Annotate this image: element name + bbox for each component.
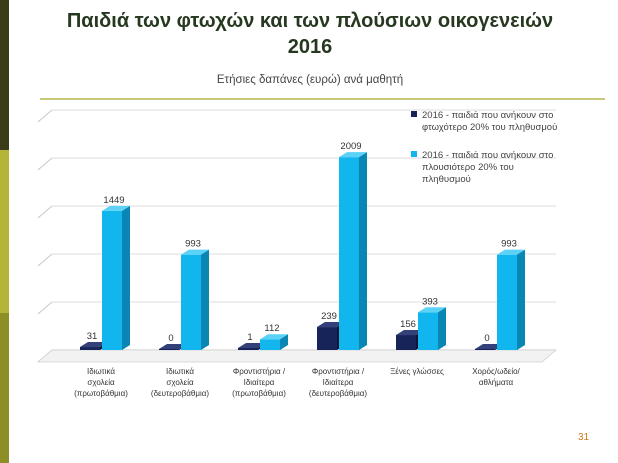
bar-poor xyxy=(159,349,179,350)
gridline-depth xyxy=(37,157,53,171)
category-label: Ιδιαίτερα xyxy=(323,378,354,387)
legend-swatch-poor xyxy=(411,111,417,117)
bar-rich xyxy=(260,339,280,350)
slide-title: Παιδιά των φτωχών και των πλούσιων οικογ… xyxy=(30,8,590,60)
bar-poor xyxy=(80,347,100,350)
legend-label-poor: φτωχότερο 20% του πληθυσμού xyxy=(422,122,557,133)
bar-poor xyxy=(317,327,337,350)
gridline-depth xyxy=(37,253,53,267)
bar-rich-side xyxy=(517,249,525,350)
chart-floor xyxy=(36,349,558,363)
title-divider xyxy=(40,98,605,100)
bar-rich xyxy=(102,210,122,350)
category-label: σχολεία xyxy=(87,378,115,387)
accent-stripe-bottom xyxy=(0,313,9,463)
category-label: Χορός/ωδείο/ xyxy=(472,367,520,376)
bar-rich-top xyxy=(260,334,288,340)
data-label-rich: 993 xyxy=(501,239,517,250)
gridline-depth xyxy=(37,301,53,315)
bar-rich-top xyxy=(102,205,130,211)
category-label: (δευτεροβάθμια) xyxy=(309,389,367,398)
data-label-rich: 2009 xyxy=(340,141,361,152)
category-label: Ιδιωτικά xyxy=(166,367,194,376)
legend-label-rich: 2016 - παιδιά που ανήκουν στο xyxy=(422,150,553,161)
bar-rich-top xyxy=(497,249,525,255)
category-label: (πρωτοβάθμια) xyxy=(232,389,286,398)
bar-rich-top xyxy=(418,307,446,313)
bar-poor-top xyxy=(238,343,266,348)
data-label-rich: 112 xyxy=(264,323,279,334)
bar-rich xyxy=(497,254,517,350)
bar-poor xyxy=(238,348,258,350)
legend-label-poor: 2016 - παιδιά που ανήκουν στο xyxy=(422,110,553,121)
data-label-rich: 993 xyxy=(185,239,201,250)
bar-poor-top xyxy=(80,342,108,348)
category-label: Φροντιστήρια / xyxy=(312,367,365,376)
bar-rich xyxy=(418,312,438,350)
bar-poor-top xyxy=(317,322,345,328)
legend-label-rich: πλουσιότερο 20% του xyxy=(422,162,514,173)
slide-title-line1: Παιδιά των φτωχών και των πλούσιων οικογ… xyxy=(66,10,554,32)
slide-number: 31 xyxy=(578,432,590,443)
category-label: Ιδιωτικά xyxy=(87,367,115,376)
bar-rich-side xyxy=(280,334,288,350)
bar-poor xyxy=(475,349,495,350)
bar-poor-top xyxy=(475,344,503,349)
data-label-poor: 239 xyxy=(321,311,337,322)
accent-stripe-middle xyxy=(0,150,9,313)
bar-rich-top xyxy=(339,152,367,158)
gridline-depth xyxy=(37,109,53,123)
category-label: Φροντιστήρια / xyxy=(233,367,286,376)
bar-rich-top xyxy=(181,249,209,255)
category-label: αθλήματα xyxy=(479,378,514,387)
bar-rich xyxy=(339,157,359,350)
data-label-poor: 0 xyxy=(168,333,173,344)
category-label: (πρωτοβάθμια) xyxy=(74,389,128,398)
data-label-rich: 1449 xyxy=(103,195,124,206)
data-label-poor: 1 xyxy=(247,332,252,343)
category-label: (δευτεροβάθμια) xyxy=(151,389,209,398)
category-label: Ιδιαίτερα xyxy=(244,378,275,387)
bar-rich xyxy=(181,254,201,350)
gridline-depth xyxy=(37,205,53,219)
legend-label-rich: πληθυσμού xyxy=(422,174,471,185)
data-label-poor: 0 xyxy=(484,333,489,344)
bar-poor-top xyxy=(396,330,424,336)
slide-title-line2: 2016 xyxy=(287,36,333,58)
bar-rich-side xyxy=(122,205,130,350)
accent-stripe-top xyxy=(0,0,9,150)
bar-rich-side xyxy=(438,307,446,350)
legend-swatch-rich xyxy=(411,151,417,157)
data-label-poor: 31 xyxy=(87,331,98,342)
category-label: Ξένες γλώσσες xyxy=(390,367,444,376)
bar-poor xyxy=(396,335,416,350)
data-label-rich: 393 xyxy=(422,296,438,307)
bar-rich-side xyxy=(359,152,367,350)
category-label: σχολεία xyxy=(166,378,194,387)
data-label-poor: 156 xyxy=(400,319,416,330)
chart-title: Ετήσιες δαπάνες (ευρώ) ανά μαθητή xyxy=(216,74,404,86)
bar-poor-top xyxy=(159,344,187,349)
bar-rich-side xyxy=(201,249,209,350)
